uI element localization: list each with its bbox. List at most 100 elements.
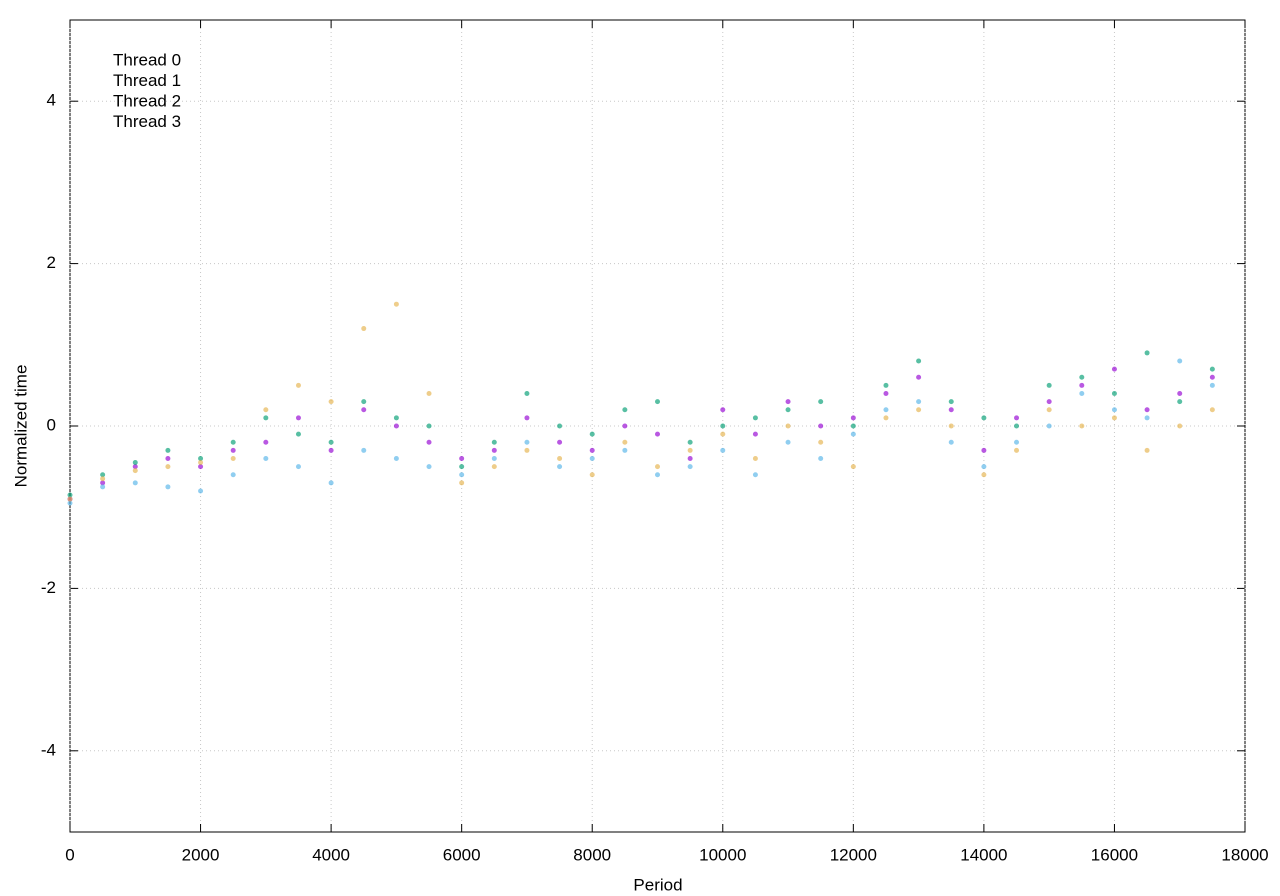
point: [1209, 382, 1215, 388]
point: [1144, 447, 1150, 453]
point: [295, 382, 301, 388]
point: [1177, 399, 1183, 405]
point: [165, 447, 171, 453]
point: [165, 455, 171, 461]
point: [589, 431, 595, 437]
point: [67, 500, 73, 506]
y-tick-label: 0: [47, 415, 56, 434]
point: [165, 484, 171, 490]
x-tick-label: 0: [65, 845, 74, 864]
point: [165, 464, 171, 470]
point: [850, 415, 856, 421]
point: [818, 439, 824, 445]
y-tick-label: 2: [47, 253, 56, 272]
point: [426, 464, 432, 470]
legend-label: Thread 0: [113, 50, 181, 69]
point: [752, 455, 758, 461]
point: [752, 472, 758, 478]
point: [687, 464, 693, 470]
point: [655, 399, 660, 405]
point: [850, 464, 856, 470]
point: [491, 447, 497, 453]
point: [1014, 439, 1020, 445]
point: [1014, 415, 1020, 421]
point: [132, 468, 138, 474]
point: [948, 423, 954, 429]
point: [1014, 447, 1020, 453]
point: [263, 455, 269, 461]
point: [393, 415, 399, 421]
point: [557, 455, 563, 461]
point: [916, 407, 922, 413]
point: [1046, 382, 1052, 388]
point: [785, 439, 791, 445]
point: [230, 447, 236, 453]
point: [132, 480, 138, 486]
point: [981, 472, 987, 478]
point: [948, 399, 954, 405]
point: [1144, 350, 1150, 356]
point: [263, 415, 269, 421]
point: [1079, 423, 1085, 429]
point: [328, 447, 334, 453]
point: [67, 496, 73, 502]
point: [1177, 358, 1183, 364]
point: [361, 407, 367, 413]
point: [1014, 423, 1020, 429]
point: [1144, 415, 1150, 421]
point: [100, 484, 106, 490]
point: [230, 455, 236, 461]
point: [622, 447, 628, 453]
point: [459, 480, 465, 486]
legend-label: Thread 3: [113, 112, 181, 131]
point: [230, 439, 236, 445]
point: [883, 391, 889, 397]
point: [361, 399, 367, 405]
point: [785, 423, 791, 429]
point: [1046, 423, 1052, 429]
point: [785, 399, 791, 405]
point: [557, 439, 563, 445]
point: [589, 472, 595, 478]
point: [230, 472, 236, 478]
point: [100, 472, 106, 478]
point: [850, 431, 856, 437]
point: [524, 391, 530, 397]
point: [720, 431, 726, 437]
point: [622, 423, 628, 429]
point: [198, 455, 204, 461]
point: [198, 460, 204, 466]
legend-label: Thread 1: [113, 71, 181, 90]
point: [622, 439, 628, 445]
point: [263, 407, 269, 413]
point: [655, 431, 660, 437]
point: [948, 439, 954, 445]
point: [459, 464, 465, 470]
point: [818, 423, 824, 429]
series: [67, 358, 1215, 506]
point: [295, 415, 301, 421]
y-tick-label: -4: [41, 740, 56, 759]
point: [1209, 366, 1215, 372]
x-tick-label: 14000: [960, 845, 1007, 864]
point: [1079, 382, 1085, 388]
point: [1111, 366, 1117, 372]
point: [720, 423, 726, 429]
point: [1209, 407, 1215, 413]
point: [1046, 399, 1052, 405]
point: [426, 439, 432, 445]
point: [361, 447, 367, 453]
series: [67, 366, 1215, 502]
x-tick-label: 4000: [312, 845, 350, 864]
x-tick-label: 12000: [830, 845, 877, 864]
point: [1111, 391, 1117, 397]
point: [1144, 407, 1150, 413]
point: [1111, 407, 1117, 413]
point: [818, 399, 824, 405]
x-tick-label: 18000: [1221, 845, 1268, 864]
point: [426, 423, 432, 429]
point: [198, 464, 204, 470]
point: [883, 407, 889, 413]
x-tick-label: 10000: [699, 845, 746, 864]
